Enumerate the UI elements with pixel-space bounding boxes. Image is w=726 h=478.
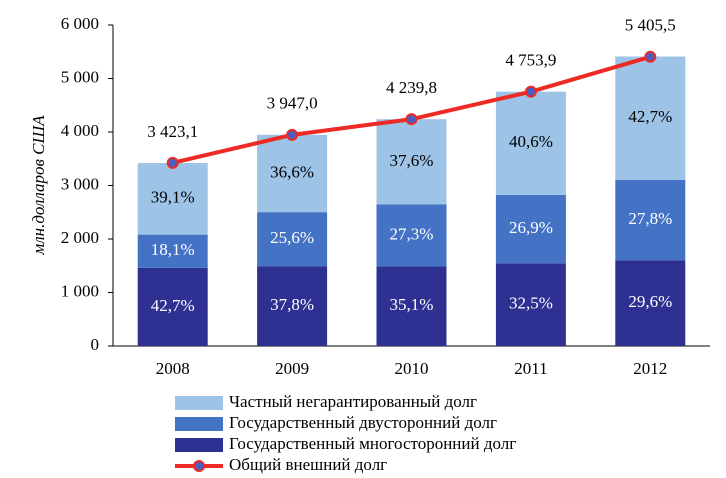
data-label: 36,6% (270, 162, 314, 181)
bar-segment (257, 212, 328, 267)
data-label: 40,6% (509, 132, 553, 151)
data-label: 27,8% (628, 209, 672, 228)
data-label: 18,1% (151, 240, 195, 259)
line-marker (524, 85, 537, 98)
x-tick-label: 2010 (395, 359, 429, 378)
bar-segment (615, 56, 686, 180)
legend-swatch (175, 438, 223, 452)
bar-segment (257, 134, 328, 213)
data-label: 39,1% (151, 188, 195, 207)
y-tick-label: 2 000 (61, 228, 99, 247)
y-tick-label: 4 000 (61, 121, 99, 140)
bar-segment (615, 179, 686, 261)
data-label: 42,7% (628, 107, 672, 126)
y-tick-label: 1 000 (61, 281, 99, 300)
line-label: 4 239,8 (386, 78, 437, 97)
y-tick-label: 0 (91, 335, 100, 354)
x-tick-label: 2012 (633, 359, 667, 378)
bar-segment (376, 266, 447, 346)
bar-segment (495, 263, 566, 346)
x-tick-label: 2008 (156, 359, 190, 378)
bar-segment (257, 266, 328, 346)
line-label: 5 405,5 (625, 16, 676, 35)
legend-marker (193, 460, 205, 472)
bar-segment (137, 234, 208, 268)
line-marker (405, 113, 418, 126)
line-marker (286, 128, 299, 141)
data-label: 29,6% (628, 292, 672, 311)
data-label: 37,6% (390, 151, 434, 170)
bar-segment (495, 194, 566, 264)
line-marker (644, 50, 657, 63)
x-tick-label: 2011 (514, 359, 547, 378)
y-axis-label: млн.долларов США (29, 115, 48, 256)
y-tick-label: 6 000 (61, 14, 99, 33)
line-label: 3 423,1 (147, 122, 198, 141)
bar-segment (137, 163, 208, 235)
legend-label: Государственный двусторонний долг (229, 413, 497, 432)
legend-swatch (175, 396, 223, 410)
bar-segment (376, 119, 447, 205)
data-label: 25,6% (270, 228, 314, 247)
data-label: 37,8% (270, 295, 314, 314)
x-tick-label: 2009 (275, 359, 309, 378)
line-label: 4 753,9 (505, 51, 556, 70)
y-tick-label: 3 000 (61, 174, 99, 193)
data-label: 26,9% (509, 218, 553, 237)
bar-segment (137, 267, 208, 346)
line-label: 3 947,0 (267, 94, 318, 113)
bar-segment (615, 260, 686, 346)
data-label: 27,3% (390, 224, 434, 243)
data-label: 35,1% (390, 295, 434, 314)
legend-label: Государственный многосторонний долг (229, 434, 516, 453)
legend-label: Частный негарантированный долг (229, 392, 477, 411)
line-marker (166, 156, 179, 169)
legend-label: Общий внешний долг (229, 455, 387, 474)
data-label: 42,7% (151, 296, 195, 315)
y-tick-label: 5 000 (61, 67, 99, 86)
legend-swatch (175, 417, 223, 431)
bar-segment (376, 204, 447, 267)
data-label: 32,5% (509, 294, 553, 313)
bar-segment (495, 91, 566, 195)
